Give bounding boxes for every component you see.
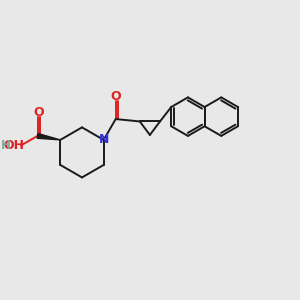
Text: OH: OH bbox=[3, 139, 24, 152]
Text: O: O bbox=[33, 106, 44, 119]
Text: N: N bbox=[99, 133, 109, 146]
Text: H: H bbox=[1, 139, 10, 152]
Polygon shape bbox=[37, 134, 60, 140]
Text: O: O bbox=[110, 90, 121, 103]
